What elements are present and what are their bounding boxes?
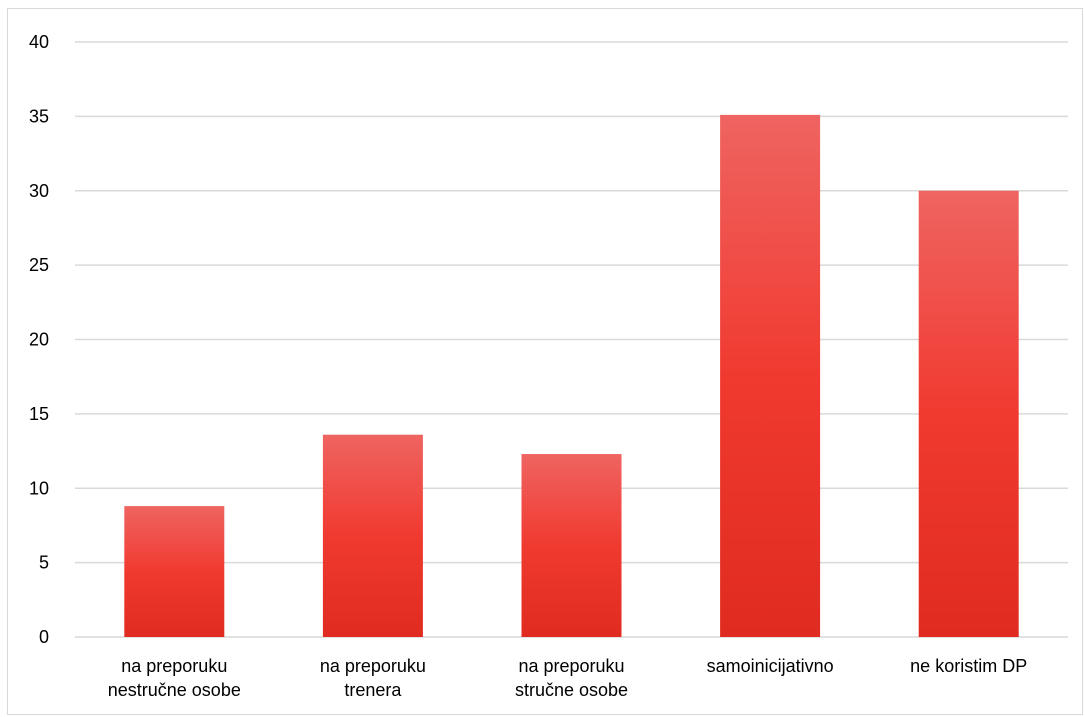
y-tick-label: 15	[29, 404, 49, 424]
bar-4	[918, 190, 1019, 637]
x-category-label: ne koristim DP	[910, 656, 1027, 676]
bar-0	[124, 506, 225, 637]
x-category-label: na preporuku	[320, 656, 426, 676]
x-category-label: stručne osobe	[515, 680, 628, 700]
x-category-label: na preporuku	[121, 656, 227, 676]
y-tick-label: 25	[29, 255, 49, 275]
y-tick-label: 35	[29, 106, 49, 126]
x-category-label: trenera	[344, 680, 402, 700]
x-category-label: na preporuku	[518, 656, 624, 676]
x-category-label: samoinicijativno	[707, 656, 834, 676]
bar-3	[720, 114, 821, 637]
y-tick-label: 0	[39, 627, 49, 647]
y-tick-label: 40	[29, 32, 49, 52]
bar-1	[322, 434, 423, 637]
bar-2	[521, 454, 622, 637]
y-axis-ticks: 0 5 10 15 20 25 30 35 40	[29, 32, 49, 647]
x-axis-categories: na preporuku nestručne osobe na preporuku t…	[108, 656, 1027, 700]
y-tick-label: 10	[29, 478, 49, 498]
bars	[124, 114, 1019, 637]
y-tick-label: 5	[39, 553, 49, 573]
x-category-label: nestručne osobe	[108, 680, 241, 700]
gridlines	[75, 41, 1068, 638]
y-tick-label: 30	[29, 181, 49, 201]
y-tick-label: 20	[29, 330, 49, 350]
